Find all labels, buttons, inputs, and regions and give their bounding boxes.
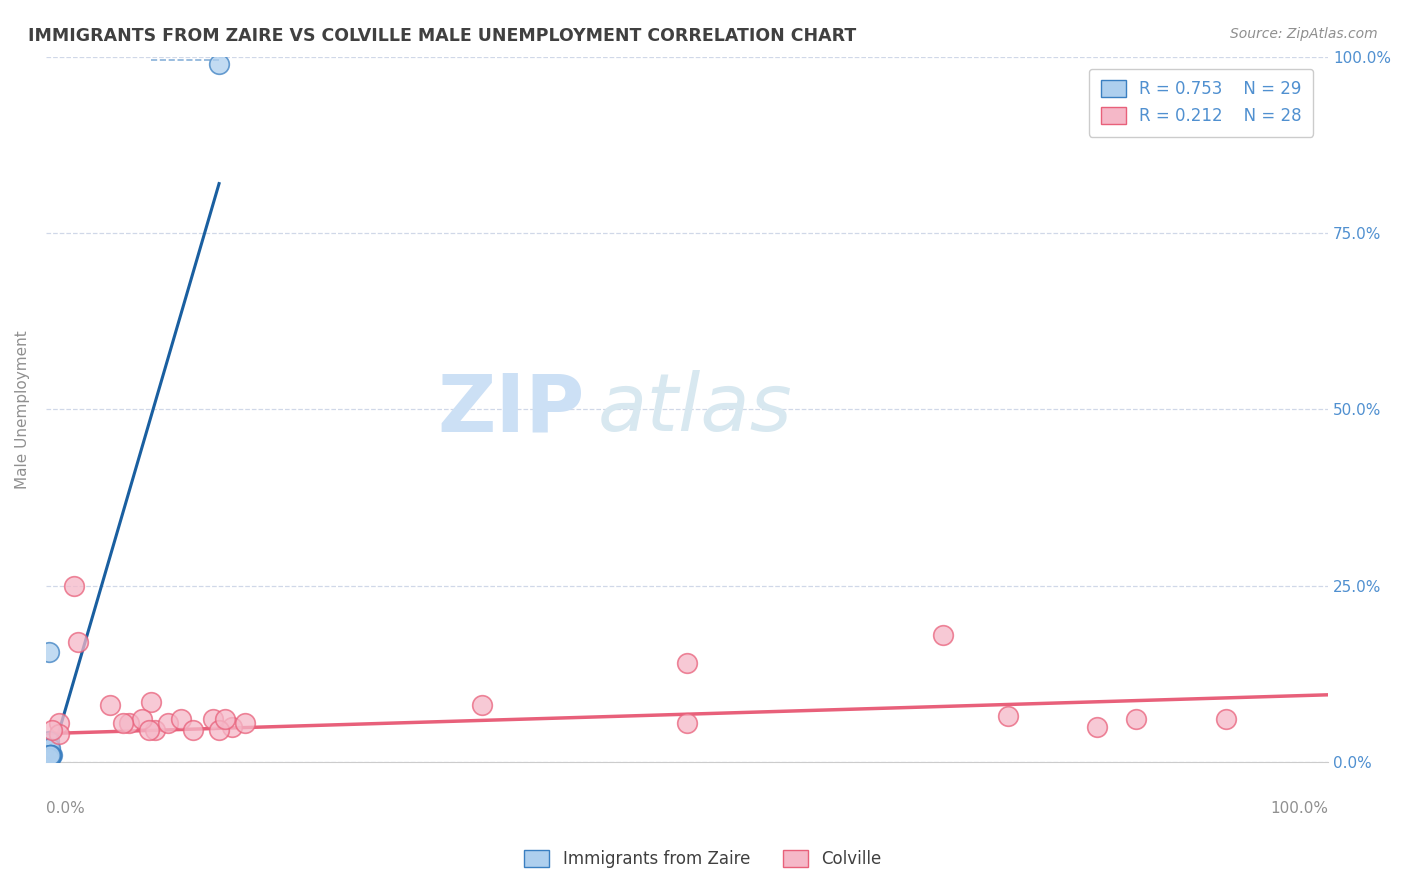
Point xyxy=(38,747,60,762)
Point xyxy=(38,751,60,765)
Point xyxy=(38,747,60,762)
Point xyxy=(38,751,60,765)
Point xyxy=(38,751,60,765)
Point xyxy=(38,751,60,765)
Point xyxy=(1125,713,1147,727)
Legend: Immigrants from Zaire, Colville: Immigrants from Zaire, Colville xyxy=(517,843,889,875)
Y-axis label: Male Unemployment: Male Unemployment xyxy=(15,330,30,489)
Point xyxy=(1085,719,1108,733)
Point xyxy=(39,747,62,762)
Text: ZIP: ZIP xyxy=(437,370,585,449)
Legend: R = 0.753    N = 29, R = 0.212    N = 28: R = 0.753 N = 29, R = 0.212 N = 28 xyxy=(1090,69,1313,136)
Point xyxy=(38,747,60,762)
Point xyxy=(169,713,191,727)
Point xyxy=(41,723,63,737)
Point xyxy=(39,747,62,762)
Point xyxy=(48,726,70,740)
Point xyxy=(38,751,60,765)
Point xyxy=(1215,713,1237,727)
Point xyxy=(38,751,60,765)
Point xyxy=(676,656,699,670)
Point xyxy=(221,719,243,733)
Point xyxy=(38,747,60,762)
Point xyxy=(138,723,160,737)
Point xyxy=(41,747,63,762)
Text: atlas: atlas xyxy=(598,370,792,449)
Text: Source: ZipAtlas.com: Source: ZipAtlas.com xyxy=(1230,27,1378,41)
Point xyxy=(38,749,60,764)
Point xyxy=(676,716,699,731)
Point xyxy=(201,713,224,727)
Point xyxy=(131,713,153,727)
Point xyxy=(38,751,60,765)
Point xyxy=(98,698,121,713)
Point xyxy=(932,628,955,642)
Point xyxy=(111,716,134,731)
Point xyxy=(118,716,141,731)
Point xyxy=(38,751,60,765)
Point xyxy=(208,56,231,70)
Text: 100.0%: 100.0% xyxy=(1270,800,1329,815)
Point xyxy=(471,698,494,713)
Point xyxy=(233,716,256,731)
Point xyxy=(214,713,236,727)
Point xyxy=(183,723,205,737)
Point xyxy=(38,645,60,659)
Point xyxy=(38,751,60,765)
Point xyxy=(38,747,60,762)
Point xyxy=(48,716,70,731)
Point xyxy=(156,716,179,731)
Point xyxy=(38,740,60,755)
Point xyxy=(38,733,60,747)
Text: IMMIGRANTS FROM ZAIRE VS COLVILLE MALE UNEMPLOYMENT CORRELATION CHART: IMMIGRANTS FROM ZAIRE VS COLVILLE MALE U… xyxy=(28,27,856,45)
Point xyxy=(38,747,60,762)
Point xyxy=(38,747,60,762)
Point xyxy=(38,740,60,755)
Point xyxy=(38,751,60,765)
Point xyxy=(38,751,60,765)
Point xyxy=(139,695,162,709)
Point xyxy=(39,747,62,762)
Point xyxy=(63,578,86,592)
Text: 0.0%: 0.0% xyxy=(46,800,84,815)
Point xyxy=(143,723,166,737)
Point xyxy=(66,635,89,649)
Point xyxy=(38,751,60,765)
Point xyxy=(997,709,1019,723)
Point xyxy=(208,723,231,737)
